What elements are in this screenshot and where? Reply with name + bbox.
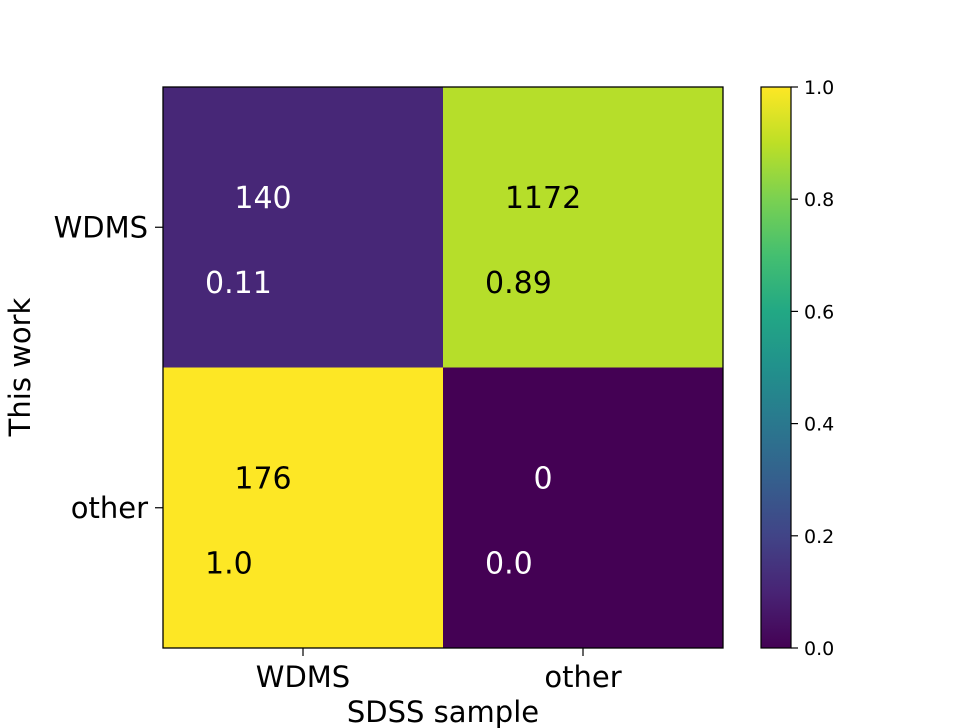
heatmap-cells: 140 0.11 1172 0.89 176 1.0 0 0.0 [163,87,723,648]
y-tick-label: other [71,491,148,525]
colorbar-frame [760,86,792,649]
cell-fraction-label: 0.0 [485,547,533,582]
colorbar [761,87,791,648]
cell-fraction-label: 1.0 [205,547,253,582]
plot-frame [162,86,724,649]
cell-count-label: 0 [533,462,552,497]
x-axis-label: SDSS sample [347,695,539,728]
colorbar-tick-label: 0.0 [804,638,834,660]
y-axis-ticks: WDMS other [54,210,163,525]
cell-count-label: 176 [234,462,291,497]
heatmap-cell [443,87,723,368]
cell-count-label: 1172 [505,181,581,216]
colorbar-tick-label: 0.8 [804,189,834,211]
heatmap-cell [163,367,443,648]
heatmap-cell [163,87,443,368]
cell-fraction-label: 0.89 [485,266,552,301]
cell-fraction-label: 0.11 [205,266,272,301]
cell-count-label: 140 [234,181,291,216]
colorbar-tick-label: 1.0 [804,77,834,99]
colorbar-tick-label: 0.6 [804,301,834,323]
x-axis-ticks: WDMS other [256,648,622,694]
colorbar-tick-label: 0.2 [804,526,834,548]
heatmap-cell [443,367,723,648]
x-tick-label: other [544,660,621,694]
colorbar-ticks: 0.0 0.2 0.4 0.6 0.8 1.0 [791,77,834,660]
colorbar-tick-label: 0.4 [804,414,834,436]
y-tick-label: WDMS [54,210,148,244]
x-tick-label: WDMS [256,660,350,694]
y-axis-label: This work [3,297,37,437]
